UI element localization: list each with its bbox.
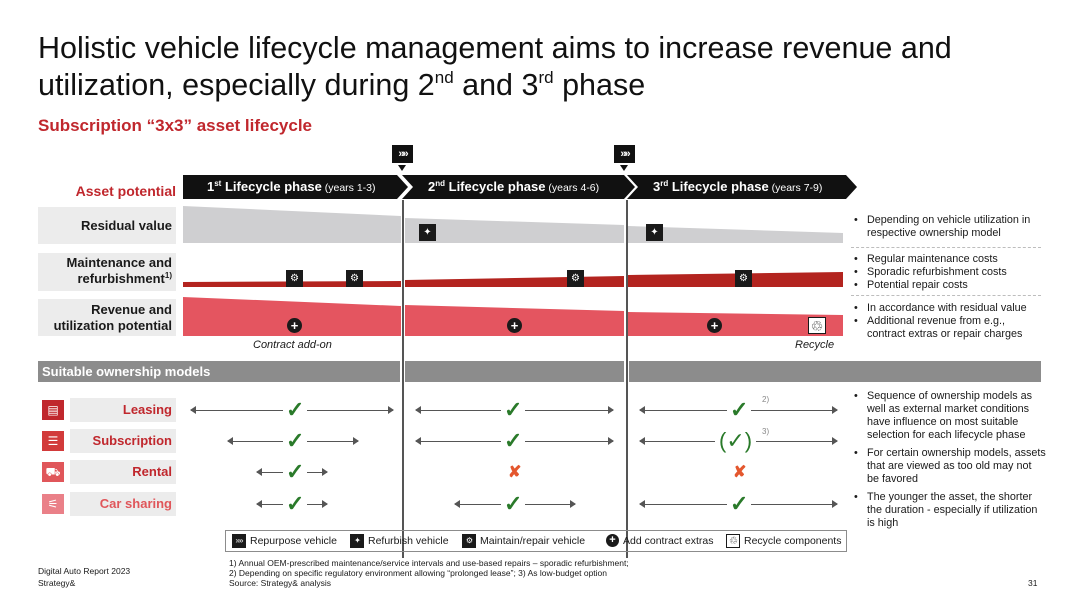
repurpose-icon: »»: [614, 145, 635, 163]
phase-2-header: 2nd Lifecycle phase (years 4-6): [402, 175, 635, 199]
legend-item-add-extras: + Add contract extras: [606, 534, 713, 547]
check-icon: ✓: [727, 493, 752, 515]
residual-value-label: Residual value: [38, 207, 176, 244]
ownership-subscription-label: Subscription: [70, 429, 176, 453]
footnote-ref: 2): [762, 395, 770, 404]
repurpose-icon: »»: [392, 145, 413, 163]
marker-arrow: [620, 165, 628, 171]
repurpose-icon: »»: [232, 534, 246, 548]
legend-item-refurbish: ✦ Refurbish vehicle: [350, 534, 449, 548]
footnotes: 1) Annual OEM-prescribed maintenance/ser…: [229, 558, 629, 588]
check-icon: ✓: [283, 461, 308, 483]
ownership-car-sharing-label: Car sharing: [70, 492, 176, 516]
phase-divider-1: [402, 200, 404, 558]
ownership-bar-phase-2: [405, 361, 624, 382]
maintenance-label: Maintenance and refurbishment1): [38, 253, 176, 291]
phase-1-header: 1st Lifecycle phase (years 1-3): [183, 175, 408, 199]
recycle-icon: ♲: [808, 317, 826, 334]
contract-addon-label: Contract add-on: [253, 339, 332, 351]
refurbish-icon: ✦: [350, 534, 364, 548]
ownership-bar-phase-3: [629, 361, 1041, 382]
ownership-leasing-label: Leasing: [70, 398, 176, 422]
recycle-icon: ♲: [726, 534, 740, 548]
page-subtitle: Subscription “3x3” asset lifecycle: [38, 116, 313, 135]
maintain-icon: ⚙: [735, 270, 752, 287]
ownership-notes: Sequence of ownership models as well as …: [851, 390, 1046, 530]
asset-potential-label: Asset potential: [75, 183, 176, 199]
maintain-icon: ⚙: [286, 270, 303, 287]
residual-phase-1: [183, 206, 401, 243]
check-icon: ✓: [501, 430, 526, 452]
document-icon: ▤: [42, 400, 64, 420]
maintain-icon: ⚙: [462, 534, 476, 548]
maintenance-notes: Regular maintenance costs Sporadic refur…: [851, 253, 1046, 292]
refurbish-icon: ✦: [419, 224, 436, 241]
add-extras-icon: +: [707, 318, 722, 333]
legend-item-maintain: ⚙ Maintain/repair vehicle: [462, 534, 585, 548]
refurbish-icon: ✦: [646, 224, 663, 241]
check-icon: ✓: [501, 399, 526, 421]
list-icon: ☰: [42, 431, 64, 451]
revenue-phase-3: [628, 312, 843, 336]
page-number: 31: [1028, 578, 1038, 588]
add-extras-icon: +: [507, 318, 522, 333]
marker-arrow: [398, 165, 406, 171]
cross-icon: ✘: [508, 464, 522, 481]
residual-phase-2: [405, 218, 624, 243]
revenue-label: Revenue and utilization potential: [38, 299, 176, 336]
footnote-ref: 3): [762, 427, 770, 436]
ownership-rental-label: Rental: [70, 460, 176, 484]
revenue-notes: In accordance with residual value Additi…: [851, 302, 1046, 341]
revenue-phase-1: [183, 297, 401, 336]
cross-icon: ✘: [733, 464, 747, 481]
residual-phase-3: [628, 226, 843, 243]
divider: [851, 247, 1041, 248]
report-name: Digital Auto Report 2023: [38, 566, 131, 576]
recycle-label: Recycle: [795, 339, 835, 351]
share-icon: ⚟: [42, 494, 64, 514]
maintain-icon: ⚙: [346, 270, 363, 287]
conditional-check-icon: (✓): [715, 430, 757, 452]
check-icon: ✓: [501, 493, 526, 515]
maintenance-phase-2: [405, 276, 624, 287]
add-extras-icon: +: [287, 318, 302, 333]
phase-3-header: 3rd Lifecycle phase (years 7-9): [627, 175, 857, 199]
legend-item-repurpose: »» Repurpose vehicle: [232, 534, 337, 548]
divider: [851, 295, 1041, 296]
maintain-icon: ⚙: [567, 270, 584, 287]
car-icon: ⛟: [42, 462, 64, 482]
check-icon: ✓: [283, 399, 308, 421]
check-icon: ✓: [283, 430, 308, 452]
page-title: Holistic vehicle lifecycle management ai…: [38, 31, 952, 102]
phase-divider-2: [626, 200, 628, 558]
brand: Strategy&: [38, 578, 76, 588]
residual-notes: Depending on vehicle utilization in resp…: [851, 214, 1046, 240]
add-extras-icon: +: [606, 534, 619, 547]
check-icon: ✓: [283, 493, 308, 515]
legend-item-recycle: ♲ Recycle components: [726, 534, 841, 548]
ownership-models-header: Suitable ownership models: [38, 361, 400, 382]
legend: »» Repurpose vehicle ✦ Refurbish vehicle ⚙…: [225, 530, 847, 552]
check-icon: ✓: [727, 399, 752, 421]
